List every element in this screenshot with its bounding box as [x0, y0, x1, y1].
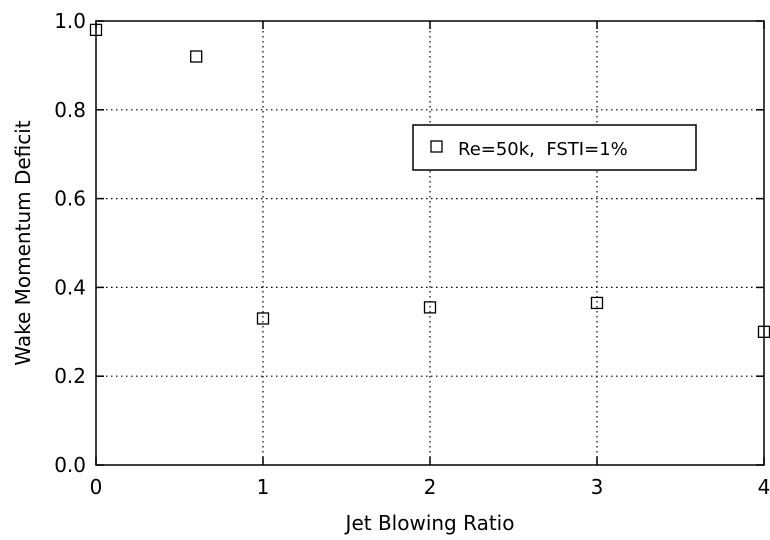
x-tick-label: 1	[257, 475, 270, 499]
legend-label: Re=50k, FSTI=1%	[458, 139, 628, 160]
legend-marker	[430, 140, 443, 153]
legend: Re=50k, FSTI=1%	[412, 124, 697, 171]
x-tick-label: 0	[90, 475, 103, 499]
data-point	[89, 23, 103, 37]
y-tick-label: 0.6	[54, 187, 86, 211]
data-point	[590, 296, 604, 310]
data-points	[89, 23, 770, 338]
data-point	[190, 50, 203, 63]
x-axis-label: Jet Blowing Ratio	[344, 511, 515, 535]
y-tick-label: 0.8	[54, 98, 86, 122]
grid-lines	[96, 21, 764, 465]
data-point	[256, 312, 270, 325]
x-tick-label: 3	[591, 475, 604, 499]
x-tick-label: 4	[758, 475, 770, 499]
data-point	[423, 301, 437, 314]
legend-box	[412, 124, 697, 171]
y-axis-label: Wake Momentum Deficit	[11, 120, 35, 365]
plot-frame	[95, 20, 765, 466]
y-tick-label: 0.0	[54, 453, 86, 477]
y-tick-label: 0.2	[54, 364, 86, 388]
axis-ticks: 0 1 2 3 4 0.0 0.2 0.4 0.6 0.8 1.0	[54, 9, 770, 499]
x-tick-label: 2	[424, 475, 437, 499]
y-tick-label: 0.4	[54, 275, 86, 299]
y-tick-label: 1.0	[54, 9, 86, 33]
